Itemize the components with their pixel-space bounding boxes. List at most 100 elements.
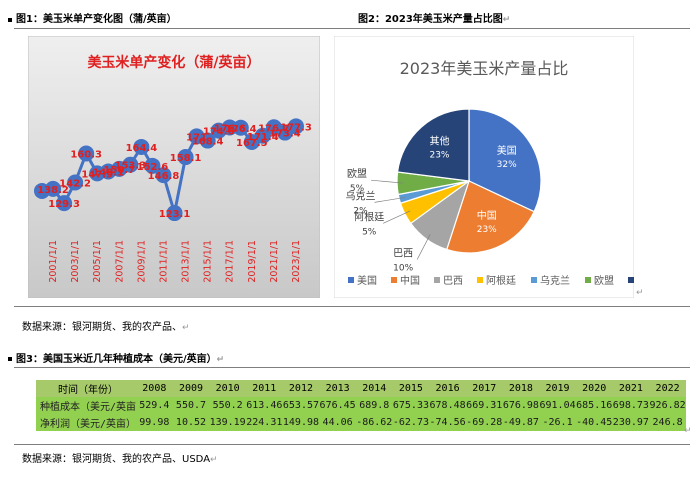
yield-data-label: 176.7 xyxy=(258,123,290,134)
fig2-para-mark: ↵ xyxy=(636,288,644,298)
table-cell: 691.04 xyxy=(539,397,576,414)
year-header-cell: 2012 xyxy=(282,380,320,397)
yield-point xyxy=(144,157,161,174)
yield-point xyxy=(133,138,150,155)
table-cell: 550.7 xyxy=(172,397,210,414)
pie-slice-value: 5% xyxy=(350,184,365,194)
pie-leader-line xyxy=(416,234,431,260)
year-header-cell: 2011 xyxy=(245,380,283,397)
yield-data-label: 171 xyxy=(186,132,207,143)
table-cell: 550.2 xyxy=(209,397,246,414)
table-cell: 149.98 xyxy=(282,414,320,431)
table-cell: 675.33 xyxy=(392,397,430,414)
table-cell: 613.46 xyxy=(245,397,283,414)
pie-slice xyxy=(396,108,470,182)
pie-slice-value: 23% xyxy=(477,225,497,235)
pie-slice-value: 5% xyxy=(362,227,377,237)
yield-data-label: 129.3 xyxy=(48,199,80,210)
yield-data-label: 123.1 xyxy=(159,209,191,220)
table-cell: -62.73 xyxy=(392,414,430,431)
yield-point xyxy=(45,180,62,197)
yield-data-label: 176.4 xyxy=(225,124,257,135)
yield-data-label: 152.6 xyxy=(137,162,169,173)
table-cell: 230.97 xyxy=(612,414,650,431)
source-note-1: 数据来源：银河期货、我的农产品、↵ xyxy=(22,322,190,333)
pie-slice xyxy=(468,108,542,213)
table-cell: 669.31 xyxy=(465,397,503,414)
table-cell: 224.31 xyxy=(245,414,283,431)
yield-data-label: 158.1 xyxy=(170,153,202,164)
table-header-label: 时间（年份） xyxy=(36,380,136,397)
year-header-cell: 2015 xyxy=(392,380,430,397)
fig2-chart-title: 2023年美玉米产量占比 xyxy=(400,59,569,78)
table-cell: 529.4 xyxy=(136,397,173,414)
pie-slice-name: 中国 xyxy=(477,209,497,222)
yield-point xyxy=(56,195,73,212)
yield-data-label: 147.9 xyxy=(81,169,113,180)
year-header-cell: 2010 xyxy=(209,380,246,397)
pie-leader-line xyxy=(374,197,406,203)
table-cell: -49.87 xyxy=(502,414,540,431)
year-header-cell: 2018 xyxy=(502,380,540,397)
table-cell: -40.45 xyxy=(575,414,613,431)
yield-data-label: 177.3 xyxy=(280,122,312,133)
x-tick-label: 2001/1/1 xyxy=(48,240,59,283)
x-tick-label: 2009/1/1 xyxy=(136,240,147,283)
table-row-cost: 种植成本（美元/英亩） 529.4 550.7 550.2 613.46 653.57 6… xyxy=(36,397,686,414)
yield-data-label: 174.6 xyxy=(203,127,235,138)
x-tick-label: 2023/1/1 xyxy=(291,240,302,283)
table-cell: -69.28 xyxy=(465,414,503,431)
table-cell: 685.16 xyxy=(575,397,613,414)
fig3-caption: 图3：美国玉米近几年种植成本（美元/英亩）↵ xyxy=(16,354,225,365)
row-label-profit: 净利润（美元/英亩） xyxy=(36,414,136,431)
pie-slice-name: 乌克兰 xyxy=(346,189,376,202)
fig3-para-mark: ↵ xyxy=(684,426,692,436)
yield-data-label: 153.3 xyxy=(115,161,147,172)
yield-point xyxy=(166,205,183,222)
yield-data-label: 168.4 xyxy=(192,137,224,148)
legend-label: 巴西 xyxy=(443,275,463,287)
x-tick-label: 2003/1/1 xyxy=(70,240,81,283)
pie-slice-value: 2% xyxy=(353,206,368,216)
table-cell: 246.8 xyxy=(649,414,686,431)
yield-line-chart: 美玉米单产变化（蒲/英亩） 138.2129.3142.2160.3147.91… xyxy=(28,36,320,298)
yield-point xyxy=(78,145,95,162)
yield-data-label: 171.4 xyxy=(247,132,279,143)
table-cell: 10.52 xyxy=(172,414,210,431)
yield-data-label: 150.7 xyxy=(103,165,135,176)
yield-point xyxy=(67,174,84,191)
legend-swatch xyxy=(628,277,634,283)
x-tick-label: 2019/1/1 xyxy=(247,240,258,283)
x-tick-label: 2005/1/1 xyxy=(92,240,103,283)
production-pie-chart: 2023年美玉米产量占比 美国32%中国23%巴西10%阿根廷5%乌克兰2%欧盟… xyxy=(334,36,634,298)
x-tick-label: 2013/1/1 xyxy=(181,240,192,283)
yield-data-label: 146.8 xyxy=(148,171,180,182)
pie-slice-name: 欧盟 xyxy=(347,168,367,180)
x-tick-label: 2017/1/1 xyxy=(225,240,236,283)
x-tick-label: 2011/1/1 xyxy=(158,240,169,283)
year-header-cell: 2020 xyxy=(575,380,613,397)
x-tick-label: 2021/1/1 xyxy=(269,240,280,283)
yield-data-label: 167.5 xyxy=(236,138,268,149)
legend-swatch xyxy=(348,277,354,283)
year-header-cell: 2019 xyxy=(539,380,576,397)
table-cell: 676.45 xyxy=(319,397,356,414)
mid-rule xyxy=(14,306,690,307)
year-header-cell: 2013 xyxy=(319,380,356,397)
table-cell: 44.06 xyxy=(319,414,356,431)
table-cell: 99.98 xyxy=(136,414,173,431)
yield-data-label: 164.4 xyxy=(126,143,158,154)
table-header-row: 时间（年份） 2008 2009 2010 2011 2012 2013 2014 2015 2… xyxy=(36,380,686,397)
legend-label: 欧盟 xyxy=(594,275,614,287)
fig1-caption: 图1：美玉米单产变化图（蒲/英亩） xyxy=(16,14,177,25)
year-header-cell: 2021 xyxy=(612,380,650,397)
legend-swatch xyxy=(434,277,440,283)
legend-label: 中国 xyxy=(400,274,420,287)
legend-swatch xyxy=(531,277,537,283)
legend-label: 阿根廷 xyxy=(486,274,516,287)
x-tick-label: 2015/1/1 xyxy=(203,240,214,283)
table-cell: 689.8 xyxy=(355,397,393,414)
yield-point xyxy=(254,127,271,144)
row-label-cost: 种植成本（美元/英亩） xyxy=(36,397,136,414)
source-note-2: 数据来源：银河期货、我的农产品、USDA↵ xyxy=(22,454,218,465)
